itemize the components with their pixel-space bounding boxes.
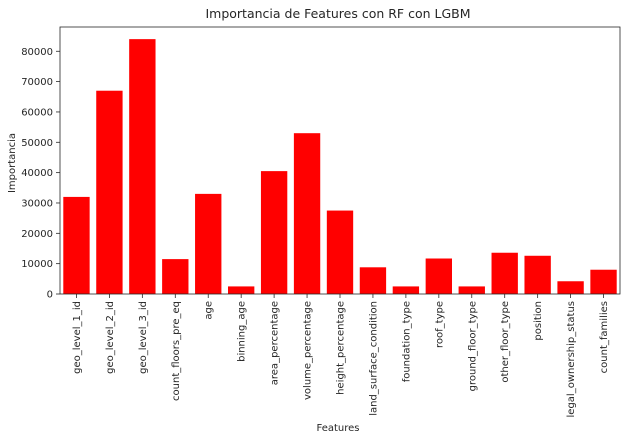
plot-frame [59,26,621,295]
y-tick-label: 40000 [21,168,53,179]
bar [458,286,485,294]
chart-title: Importancia de Features con RF con LGBM [205,6,470,21]
x-tick-label: area_percentage [270,301,281,385]
bar [359,267,387,294]
x-tick-label: geo_level_1_id [72,301,83,374]
y-tick-label: 0 [47,290,53,301]
bar [392,286,420,294]
bar [293,133,321,294]
y-tick-label: 80000 [21,47,53,58]
x-tick-label: count_floors_pre_eq [171,301,182,401]
bar [195,193,222,294]
y-tick-label: 30000 [21,198,53,209]
x-axis-label: Features [317,423,360,434]
x-tick-label: binning_age [237,301,248,362]
x-tick-label: age [204,301,215,320]
bar [260,171,288,294]
x-tick-label: roof_type [434,301,445,348]
x-tick-label: count_families [599,301,610,373]
x-tick-label: geo_level_3_id [138,301,149,374]
y-tick-label: 20000 [21,229,53,240]
x-tick-label: volume_percentage [303,301,314,400]
y-axis-label: Importancia [7,133,18,193]
x-tick-label: position [533,301,544,341]
bar [162,259,189,294]
bar [228,286,255,294]
y-tick-label: 10000 [21,259,53,270]
plot-area: 0 10000 20000 30000 40000 50000 60000 70000 8000… [21,26,621,417]
x-tick-label: height_percentage [336,301,347,395]
x-tick-label: geo_level_2_id [105,301,116,374]
bar [524,255,551,294]
bar [557,281,584,294]
bar [129,39,156,294]
y-tick-label: 70000 [21,77,53,88]
bar [96,90,123,294]
x-tick-label: ground_floor_type [467,301,478,391]
y-tick-label: 60000 [21,107,53,118]
x-tick-label: other_floor_type [500,301,511,383]
bar [63,196,90,294]
bar [326,210,354,294]
bar [425,258,452,294]
x-tick-label: foundation_type [401,301,412,382]
y-tick-label: 50000 [21,138,53,149]
x-tick-label: legal_ownership_status [566,301,577,417]
x-tick-label: land_surface_condition [368,301,379,416]
bar [491,252,518,294]
bar [590,269,617,294]
